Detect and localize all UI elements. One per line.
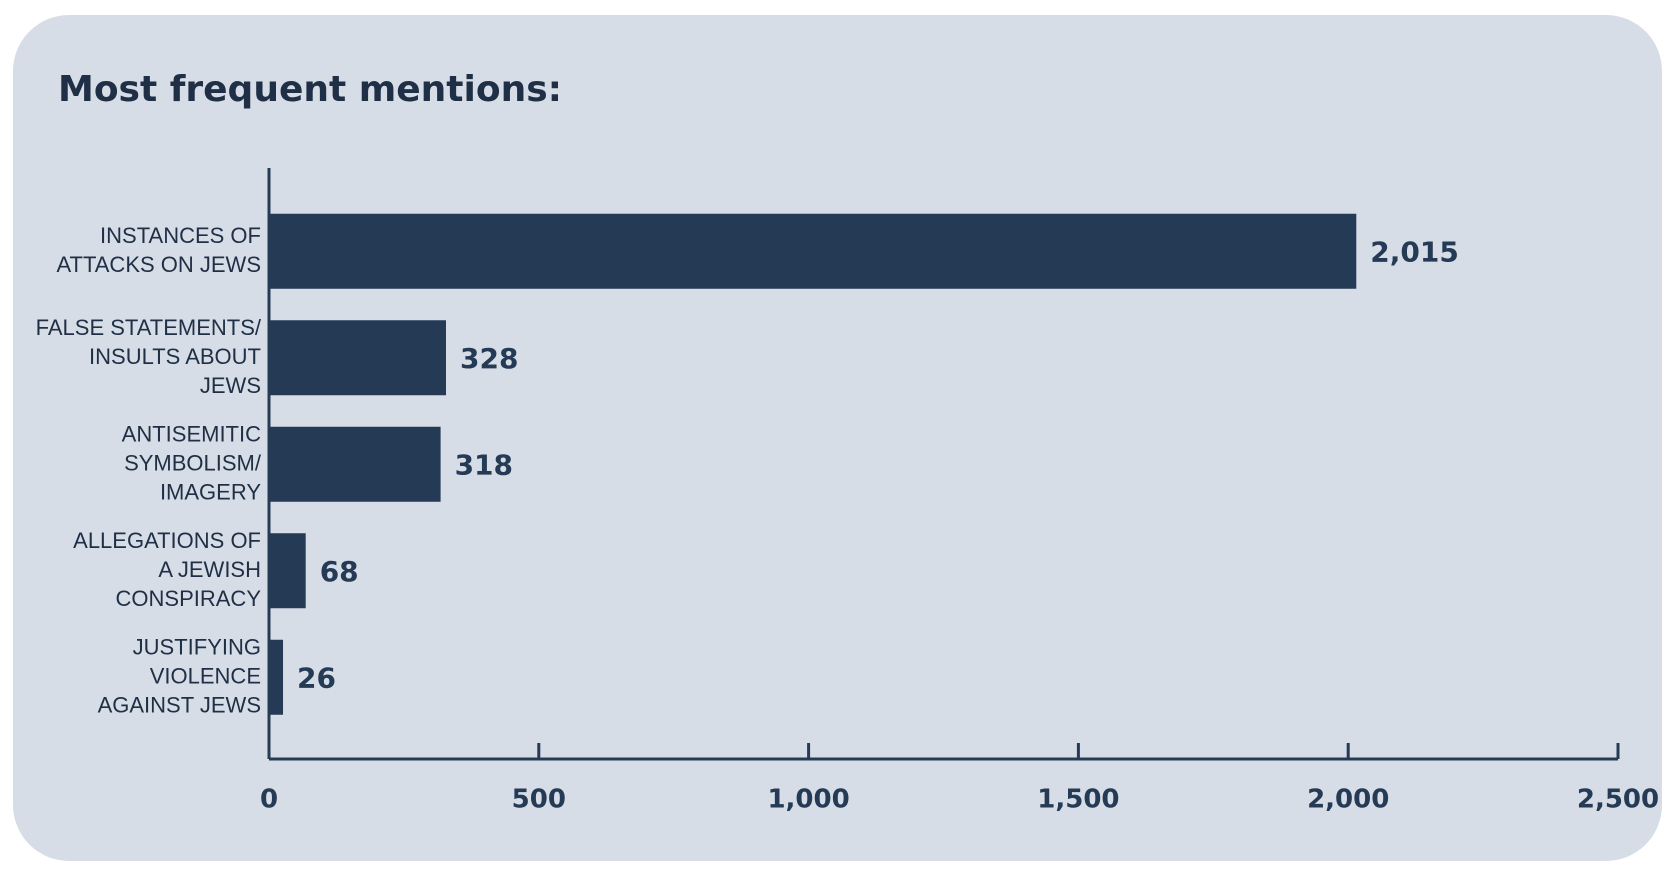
label-line: VIOLENCE — [150, 663, 261, 688]
bar — [269, 639, 284, 715]
value-label: 2,015 — [1370, 235, 1459, 268]
label-line: SYMBOLISM/ — [124, 450, 262, 475]
bar — [269, 426, 441, 502]
label-line: JUSTIFYING — [133, 634, 261, 659]
label-line: INSTANCES OF — [100, 223, 261, 248]
value-label: 26 — [297, 661, 336, 694]
chart-title: Most frequent mentions: — [58, 69, 562, 110]
x-tick-label: 2,000 — [1307, 785, 1389, 815]
label-line: INSULTS ABOUT — [89, 344, 261, 369]
value-label: 328 — [460, 342, 518, 375]
value-label: 318 — [455, 448, 513, 481]
bar — [269, 320, 446, 396]
x-tick-label: 1,500 — [1037, 785, 1119, 815]
x-tick-label: 500 — [512, 785, 566, 815]
y-tick-label: JUSTIFYING VIOLENCE AGAINST JEWS — [98, 634, 261, 717]
y-tick-label: INSTANCES OF ATTACKS ON JEWS — [56, 223, 261, 277]
x-tick-label: 2,500 — [1577, 785, 1659, 815]
y-tick-label: FALSE STATEMENTS/INSULTS ABOUT JEWS — [36, 315, 262, 398]
label-line: ANTISEMITIC — [122, 421, 261, 446]
label-line: FALSE STATEMENTS/ — [36, 315, 262, 340]
label-line: A JEWISH — [158, 557, 261, 582]
bar — [269, 533, 306, 609]
label-line: CONSPIRACY — [116, 586, 262, 611]
label-line: ATTACKS ON JEWS — [56, 252, 261, 277]
y-tick-label: ANTISEMITIC SYMBOLISM/IMAGERY — [122, 421, 262, 504]
label-line: AGAINST JEWS — [98, 692, 261, 717]
label-line: ALLEGATIONS OF — [73, 528, 261, 553]
label-line: IMAGERY — [160, 479, 261, 504]
x-tick-label: 0 — [260, 785, 278, 815]
y-tick-label: ALLEGATIONS OF A JEWISH CONSPIRACY — [73, 528, 261, 611]
bar — [269, 213, 1357, 289]
value-label: 68 — [320, 555, 359, 588]
label-line: JEWS — [200, 373, 261, 398]
x-tick-label: 1,000 — [767, 785, 849, 815]
